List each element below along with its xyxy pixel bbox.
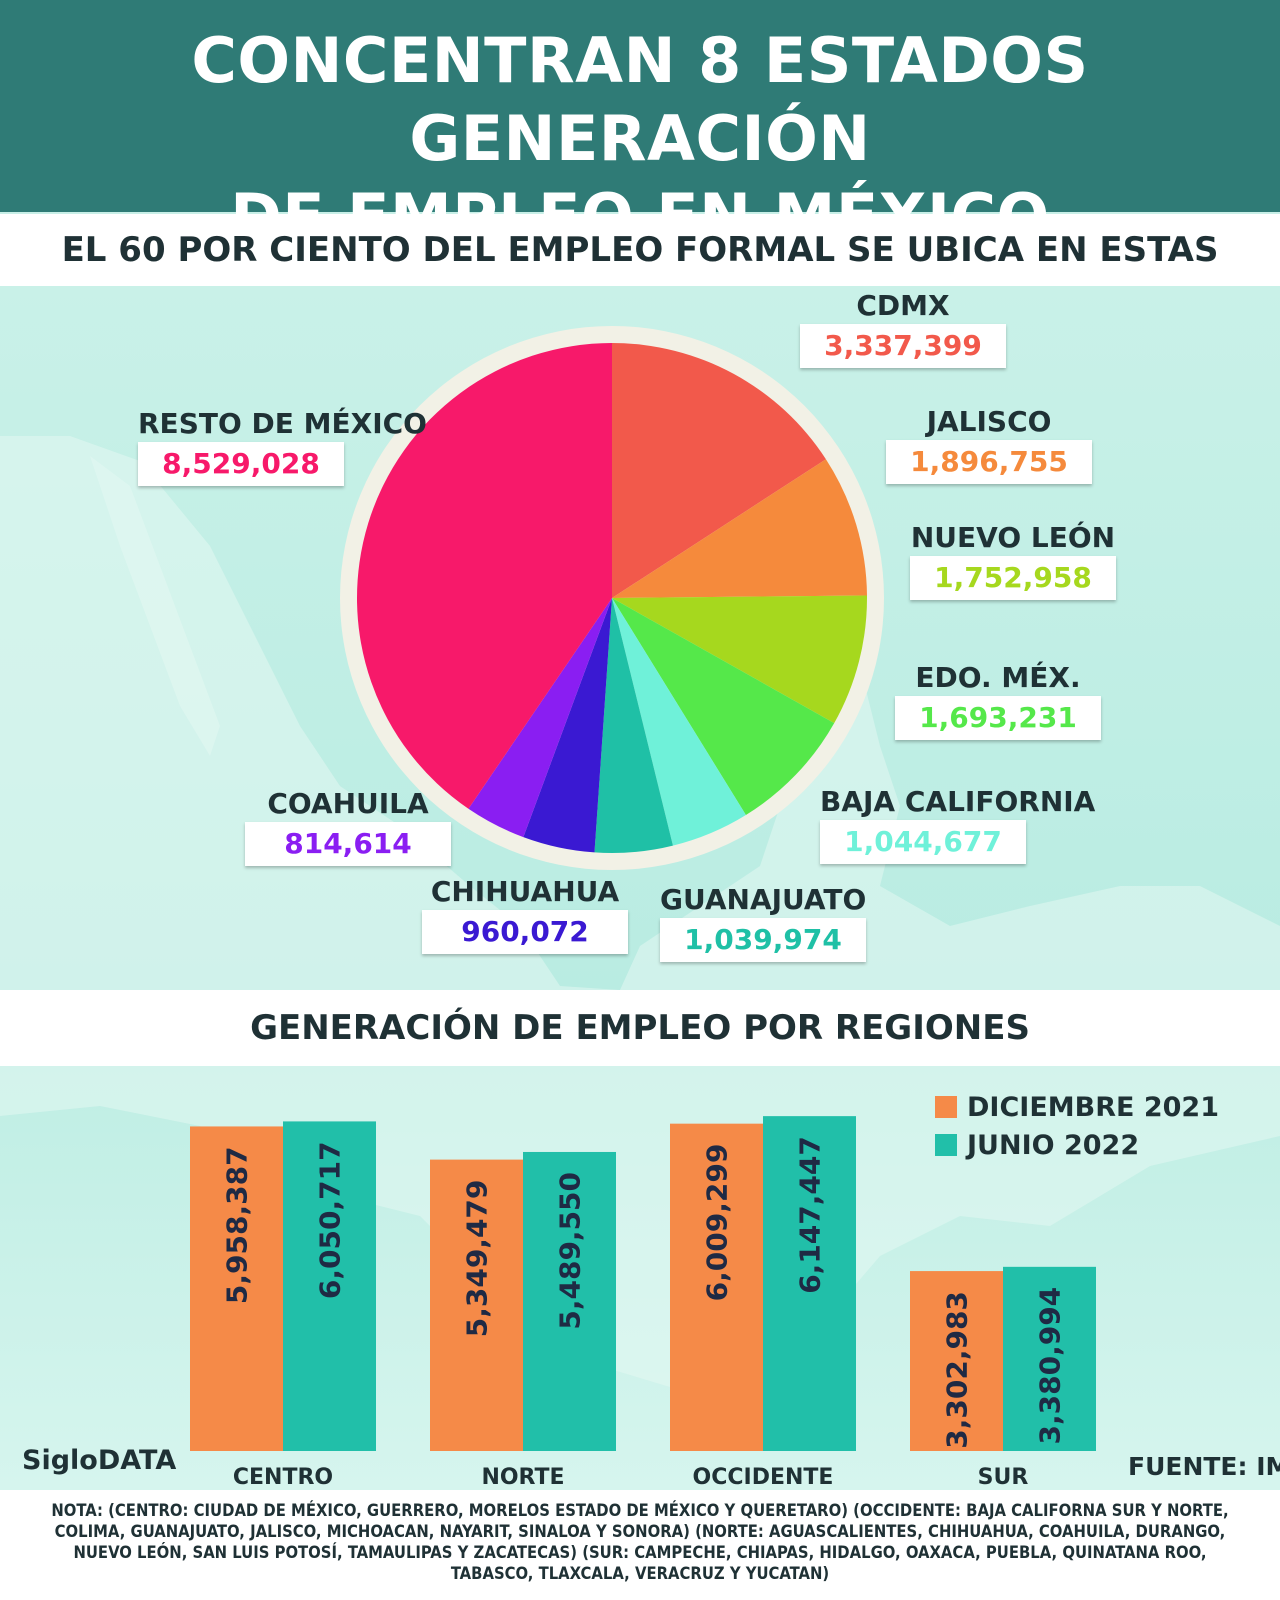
label-value: 3,337,399	[800, 324, 1006, 368]
category-label-sur: SUR	[978, 1465, 1029, 1490]
label-chihuahua: CHIHUAHUA 960,072	[422, 874, 628, 954]
label-name: JALISCO	[926, 405, 1052, 438]
bar-value-label: 5,489,550	[554, 1172, 587, 1330]
pie-chart	[340, 326, 884, 870]
pie-section-band: EL 60 POR CIENTO DEL EMPLEO FORMAL SE UB…	[0, 214, 1280, 342]
label-resto-de-mexico: RESTO DE MÉXICO 8,529,028	[138, 406, 427, 486]
label-value: 1,693,231	[895, 696, 1101, 740]
bar-value-label: 6,050,717	[314, 1141, 347, 1299]
title-line-1: CONCENTRAN 8 ESTADOS GENERACIÓN	[191, 24, 1089, 175]
legend-swatch	[935, 1134, 957, 1156]
bar-sur-jun-2022	[1003, 1266, 1096, 1451]
label-name: CDMX	[856, 289, 950, 322]
bar-occidente-jun-2022	[763, 1116, 856, 1451]
label-name: NUEVO LEÓN	[910, 521, 1116, 554]
category-label-occidente: OCCIDENTE	[693, 1465, 834, 1490]
label-value: 960,072	[422, 910, 628, 954]
label-edo-mex: EDO. MÉX. 1,693,231	[895, 660, 1101, 740]
bar-centro-jun-2022	[283, 1121, 376, 1451]
bar-occidente-dic-2021	[670, 1123, 763, 1451]
pie-slice-nuevo-le-n	[612, 595, 867, 724]
pie-slice-edo-m-x-	[612, 598, 835, 816]
category-label-centro: CENTRO	[233, 1465, 333, 1490]
pie-chart-area: CDMX 3,337,399 JALISCO 1,896,755 NUEVO L…	[0, 286, 1280, 990]
label-value: 1,896,755	[886, 440, 1092, 484]
label-value: 8,529,028	[138, 442, 344, 486]
category-label-norte: NORTE	[481, 1465, 564, 1490]
siglodata-logo: SigloDATA	[22, 1445, 177, 1476]
bar-value-label: 6,147,447	[794, 1136, 827, 1294]
bar-norte-dic-2021	[430, 1159, 523, 1451]
pie-slice-guanajuato	[594, 598, 673, 853]
label-baja-california: BAJA CALIFORNIA 1,044,677	[820, 784, 1096, 864]
label-value: 1,044,677	[820, 820, 1026, 864]
label-name: BAJA CALIFORNIA	[820, 785, 1096, 818]
pie-slice-chihuahua	[523, 598, 612, 853]
bar-legend: DICIEMBRE 2021 JUNIO 2022	[935, 1088, 1219, 1164]
legend-item-jun-2022: JUNIO 2022	[935, 1126, 1219, 1164]
label-name: EDO. MÉX.	[915, 661, 1081, 694]
bar-value-label: 5,958,387	[221, 1146, 254, 1304]
label-name: COAHUILA	[267, 787, 429, 820]
pie-slice-baja-california	[612, 598, 746, 846]
label-name: CHIHUAHUA	[430, 875, 620, 908]
header-banner: CONCENTRAN 8 ESTADOS GENERACIÓN DE EMPLE…	[0, 0, 1280, 253]
bar-value-label: 3,302,983	[941, 1291, 974, 1449]
label-coahuila: COAHUILA 814,614	[245, 786, 451, 866]
bar-section-band: GENERACIÓN DE EMPLEO POR REGIONES	[0, 990, 1280, 1066]
label-value: 1,039,974	[660, 918, 866, 962]
pie-slice-cdmx	[612, 343, 826, 598]
legend-label: JUNIO 2022	[967, 1129, 1140, 1161]
bar-centro-dic-2021	[190, 1126, 283, 1451]
source-label: FUENTE: IMSS	[1128, 1452, 1280, 1481]
label-guanajuato: GUANAJUATO 1,039,974	[660, 882, 866, 962]
pie-slice-coahuila	[468, 598, 612, 838]
note-area: NOTA: (CENTRO: CIUDAD DE MÉXICO, GUERRER…	[0, 1490, 1280, 1600]
label-cdmx: CDMX 3,337,399	[800, 288, 1006, 368]
label-name: RESTO DE MÉXICO	[138, 407, 427, 440]
legend-label: DICIEMBRE 2021	[967, 1091, 1219, 1123]
label-nuevo-leon: NUEVO LEÓN 1,752,958	[910, 520, 1116, 600]
label-value: 814,614	[245, 822, 451, 866]
bar-value-label: 5,349,479	[461, 1180, 494, 1338]
legend-item-dic-2021: DICIEMBRE 2021	[935, 1088, 1219, 1126]
bar-value-label: 3,380,994	[1034, 1287, 1067, 1445]
bar-chart: 5,958,387 6,050,717 CENTRO 5,349,479 5,489,5…	[190, 1116, 1096, 1490]
bar-sur-dic-2021	[910, 1271, 1003, 1451]
label-jalisco: JALISCO 1,896,755	[886, 404, 1092, 484]
bar-value-label: 6,009,299	[701, 1144, 734, 1302]
pie-slice-resto-de-m-xico	[357, 342, 612, 809]
bar-norte-jun-2022	[523, 1151, 616, 1451]
label-name: GUANAJUATO	[660, 883, 867, 916]
pie-slice-jalisco	[612, 459, 867, 598]
footnote: NOTA: (CENTRO: CIUDAD DE MÉXICO, GUERRER…	[51, 1501, 1229, 1583]
bar-section-title: GENERACIÓN DE EMPLEO POR REGIONES	[250, 1008, 1030, 1048]
label-value: 1,752,958	[910, 556, 1116, 600]
legend-swatch	[935, 1096, 957, 1118]
